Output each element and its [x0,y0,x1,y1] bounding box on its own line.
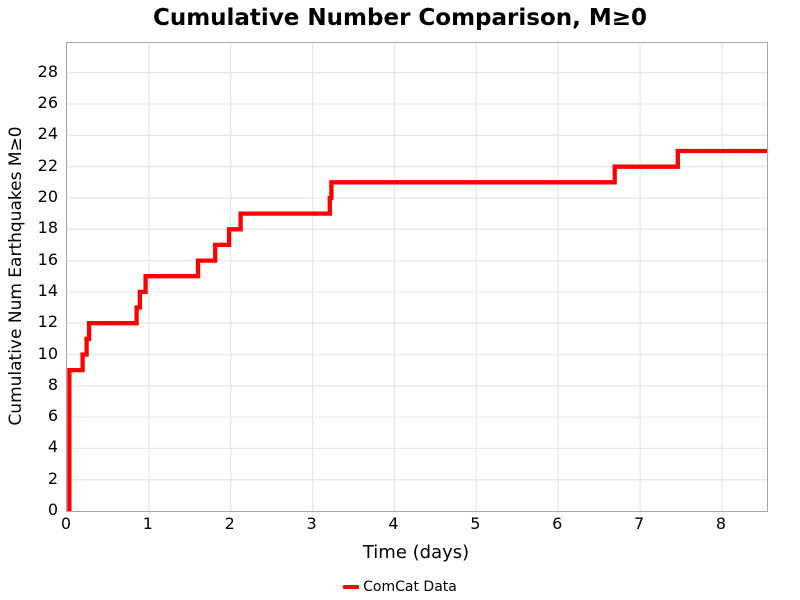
y-tick-label: 28 [37,61,58,81]
y-tick-label: 22 [37,155,58,175]
y-tick-label: 0 [47,500,58,519]
y-tick-label: 24 [37,124,58,144]
x-tick-label: 6 [552,514,563,533]
x-axis-label: Time (days) [362,542,470,563]
y-tick-label: 6 [47,406,58,426]
y-tick-label: 26 [37,93,58,112]
x-tick-label: 0 [60,514,72,533]
x-tick-label: 3 [306,514,317,533]
y-tick-label: 2 [47,468,58,488]
legend: ComCat Data [0,577,800,597]
series-comcat-step-line [67,148,767,511]
x-tick-label: 4 [388,514,399,533]
x-tick-label: 7 [634,514,645,533]
legend-line-swatch [343,585,360,589]
y-tick-label: 4 [47,437,58,457]
x-tick-label: 2 [224,514,235,533]
y-tick-label: 8 [47,374,58,394]
y-tick-label: 10 [37,343,58,363]
y-tick-label: 14 [37,280,58,300]
chart-title: Cumulative Number Comparison, M≥0 [152,5,648,31]
x-tick-label: 1 [142,514,153,533]
y-tick-label: 12 [37,312,58,332]
y-tick-label: 20 [37,187,58,206]
legend-label: ComCat Data [363,579,457,595]
grid-lines [67,43,767,511]
x-tick-label: 8 [715,514,727,533]
y-tick-label: 16 [37,249,58,269]
y-tick-label: 18 [37,218,58,238]
x-tick-label: 5 [470,514,481,533]
plot-panel [66,42,768,512]
y-axis-label: Cumulative Num Earthquakes M≥0 [6,126,26,426]
chart-svg [67,43,767,511]
